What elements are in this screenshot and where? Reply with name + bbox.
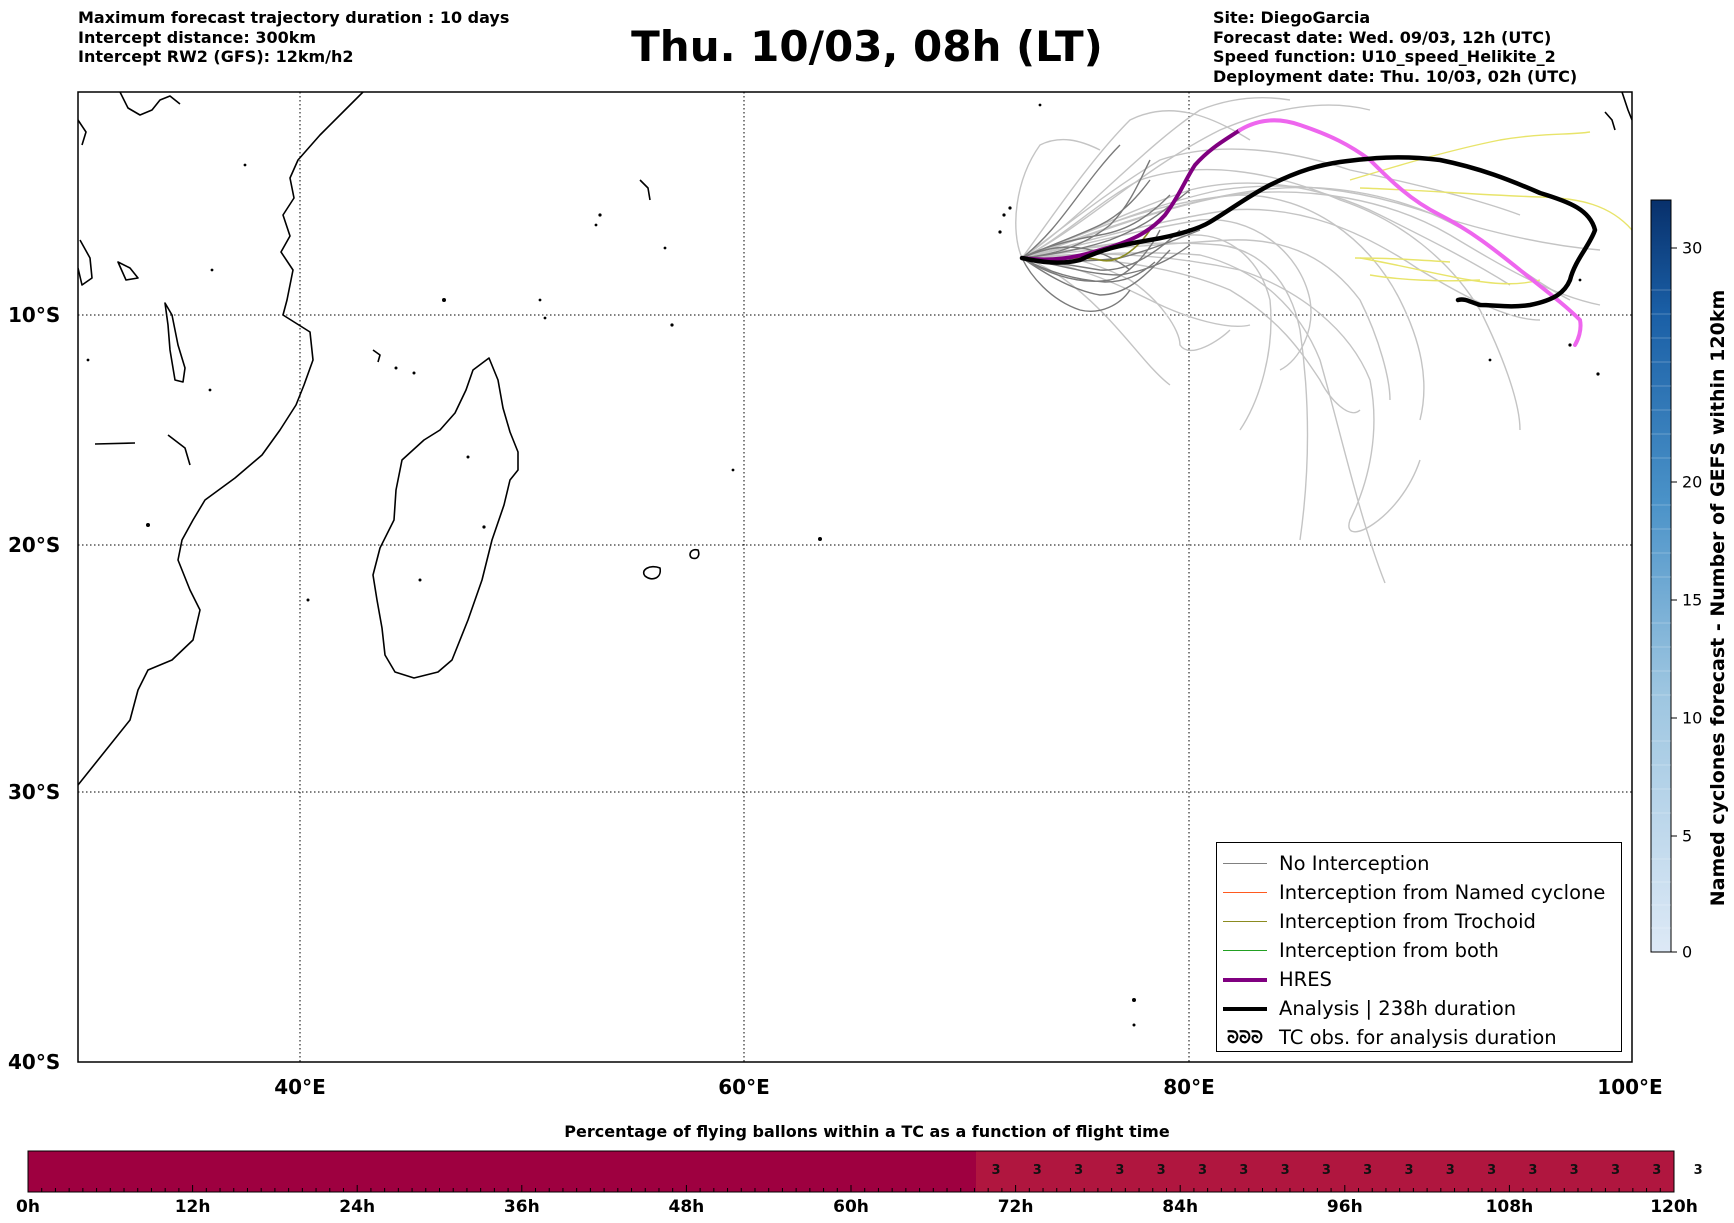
flight-time-value: 3 — [1610, 1163, 1621, 1178]
legend-label: Interception from Named cyclone — [1279, 881, 1606, 904]
forecast-date-text: Forecast date: Wed. 09/03, 12h (UTC) — [1213, 27, 1552, 47]
deployment-date-text: Deployment date: Thu. 10/03, 02h (UTC) — [1213, 66, 1578, 86]
madagascar-coast — [372, 357, 519, 679]
legend-label: TC obs. for analysis duration — [1279, 1026, 1557, 1049]
lat-label-20s: 20°S — [8, 533, 61, 557]
hres-trajectory — [1020, 128, 1242, 262]
africa-coast — [78, 92, 364, 786]
flight-time-value: 3 — [1363, 1163, 1373, 1178]
lon-label-40e: 40°E — [274, 1075, 326, 1099]
legend-item-both: Interception from both — [1217, 936, 1621, 965]
tc-symbol-icon: ᘐᘐᘐ — [1227, 1027, 1263, 1048]
flight-time-label: 108h — [1485, 1197, 1534, 1217]
lon-label-60e: 60°E — [718, 1075, 770, 1099]
legend-item-trochoid: Interception from Trochoid — [1217, 907, 1621, 936]
colorbar-tick-20: 20 — [1682, 472, 1703, 492]
intercept-rw2-text: Intercept RW2 (GFS): 12km/h2 — [78, 47, 354, 66]
small-islands — [86, 103, 1600, 1027]
legend-item-tc-obs: ᘐᘐᘐ TC obs. for analysis duration — [1217, 1023, 1621, 1052]
flight-time-value: 3 — [1280, 1163, 1290, 1178]
flight-time-label: 0h — [16, 1197, 40, 1217]
legend-swatch — [1223, 950, 1267, 951]
flight-time-label: 24h — [339, 1197, 376, 1217]
site-info: Site: DiegoGarcia Forecast date: Wed. 09… — [1213, 8, 1577, 86]
colorbar-tick-30: 30 — [1682, 238, 1703, 258]
legend-label: HRES — [1279, 968, 1332, 991]
flight-time-value: 3 — [1569, 1163, 1579, 1178]
trochoid-trajectories — [1349, 131, 1632, 285]
colorbar-tick-0: 0 — [1682, 942, 1693, 962]
page-title: Thu. 10/03, 08h (LT) — [631, 22, 1103, 71]
legend-item-no-interception: No Interception — [1217, 849, 1621, 878]
lon-label-100e: 100°E — [1597, 1075, 1663, 1099]
legend-swatch — [1223, 977, 1267, 982]
legend-label: Analysis | 238h duration — [1279, 997, 1517, 1020]
flight-time-value: 3 — [1115, 1163, 1125, 1178]
flight-time-label: 12h — [174, 1197, 211, 1217]
flight-time-value: 3 — [1652, 1163, 1662, 1178]
max-duration-text: Maximum forecast trajectory duration : 1… — [78, 8, 510, 27]
legend-item-analysis: Analysis | 238h duration — [1217, 994, 1621, 1023]
flight-time-bar — [27, 1150, 1675, 1193]
flight-time-value: 3 — [1404, 1163, 1414, 1178]
lon-label-80e: 80°E — [1163, 1075, 1215, 1099]
legend-label: No Interception — [1279, 852, 1430, 875]
flight-time-value: 3 — [1528, 1163, 1538, 1178]
forecast-settings: Maximum forecast trajectory duration : 1… — [78, 8, 509, 67]
flight-time-label: 72h — [997, 1197, 1034, 1217]
analysis-trajectory — [1019, 155, 1598, 309]
intercept-distance-text: Intercept distance: 300km — [78, 27, 317, 47]
colorbar — [1650, 199, 1677, 953]
colorbar-tick-10: 10 — [1682, 708, 1703, 728]
legend-item-named-cyclone: Interception from Named cyclone — [1217, 878, 1621, 907]
flight-time-label: 120h — [1650, 1197, 1698, 1217]
flight-time-label: 48h — [668, 1197, 705, 1217]
colorbar-tick-15: 15 — [1682, 590, 1703, 610]
legend-swatch — [1223, 863, 1267, 864]
flight-time-value: 3 — [1156, 1163, 1166, 1178]
flight-time-label: 96h — [1326, 1197, 1363, 1217]
flight-time-value: 3 — [1321, 1163, 1331, 1178]
flight-time-value: 3 — [1445, 1163, 1455, 1178]
flight-time-value: 3 — [1032, 1163, 1042, 1178]
flight-time-value: 3 — [1693, 1163, 1703, 1178]
flight-time-value: 3 — [991, 1163, 1001, 1178]
flight-time-label: 60h — [833, 1197, 869, 1217]
speed-function-text: Speed function: U10_speed_Helikite_2 — [1213, 47, 1556, 66]
legend-swatch — [1223, 1006, 1267, 1011]
coastline — [78, 92, 1632, 786]
colorbar-tick-5: 5 — [1682, 826, 1693, 846]
lat-label-40s: 40°S — [8, 1050, 61, 1074]
flight-time-label: 84h — [1162, 1197, 1199, 1217]
flight-time-value: 3 — [1074, 1163, 1084, 1178]
legend-swatch — [1223, 892, 1267, 893]
flight-time-value: 3 — [1197, 1163, 1208, 1178]
lat-label-10s: 10°S — [8, 303, 61, 327]
hres-trajectory-late — [1238, 118, 1583, 347]
colorbar-label: Named cyclones forecast - Number of GEFS… — [1707, 289, 1729, 907]
legend-swatch — [1223, 921, 1267, 922]
legend-label: Interception from both — [1279, 939, 1499, 962]
graticule — [78, 92, 1632, 1062]
legend-item-hres: HRES — [1217, 965, 1621, 994]
flight-time-value: 3 — [1239, 1163, 1249, 1178]
map-frame — [77, 91, 1633, 1063]
site-text: Site: DiegoGarcia — [1213, 8, 1371, 27]
flight-time-label: 36h — [503, 1197, 540, 1217]
map-legend: No Interception Interception from Named … — [1216, 842, 1622, 1052]
flight-time-bar-title: Percentage of flying ballons within a TC… — [564, 1122, 1170, 1141]
legend-label: Interception from Trochoid — [1279, 910, 1536, 933]
flight-time-value: 3 — [1487, 1163, 1497, 1178]
lat-label-30s: 30°S — [8, 780, 61, 804]
